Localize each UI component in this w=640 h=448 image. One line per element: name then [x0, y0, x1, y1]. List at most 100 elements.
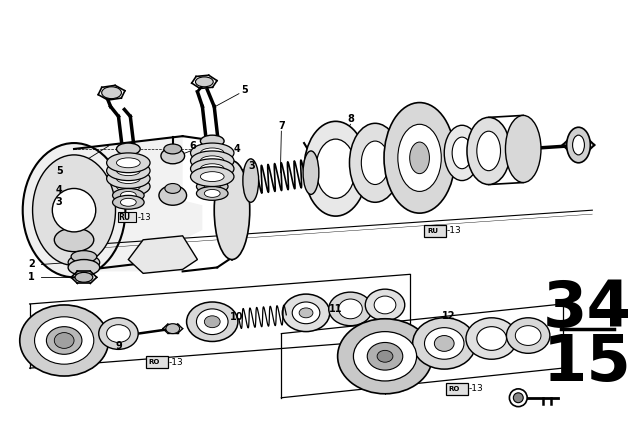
- Ellipse shape: [506, 116, 541, 182]
- Ellipse shape: [113, 189, 144, 202]
- Text: 34: 34: [543, 278, 632, 340]
- Ellipse shape: [46, 327, 82, 354]
- Ellipse shape: [413, 318, 476, 369]
- Text: 4: 4: [234, 144, 240, 154]
- Ellipse shape: [68, 259, 100, 276]
- Text: -13: -13: [447, 226, 461, 235]
- Ellipse shape: [113, 195, 144, 209]
- Circle shape: [509, 389, 527, 407]
- Ellipse shape: [477, 327, 506, 350]
- Ellipse shape: [204, 190, 220, 198]
- Ellipse shape: [566, 127, 590, 163]
- Ellipse shape: [107, 325, 131, 342]
- Ellipse shape: [75, 272, 93, 282]
- Ellipse shape: [195, 77, 213, 87]
- Ellipse shape: [339, 299, 362, 319]
- Ellipse shape: [54, 332, 74, 349]
- Text: 15: 15: [543, 332, 632, 394]
- Ellipse shape: [33, 155, 115, 266]
- Ellipse shape: [102, 87, 122, 99]
- Ellipse shape: [243, 159, 259, 202]
- Ellipse shape: [365, 289, 404, 321]
- Ellipse shape: [107, 177, 150, 196]
- Text: 5: 5: [241, 85, 248, 95]
- Ellipse shape: [200, 156, 224, 166]
- Ellipse shape: [191, 151, 234, 171]
- Ellipse shape: [187, 302, 238, 341]
- Ellipse shape: [435, 336, 454, 351]
- Ellipse shape: [99, 318, 138, 349]
- Ellipse shape: [165, 184, 180, 194]
- Ellipse shape: [573, 135, 584, 155]
- Ellipse shape: [116, 166, 140, 176]
- Bar: [424, 225, 446, 237]
- Text: 11: 11: [329, 304, 342, 314]
- Ellipse shape: [116, 143, 140, 155]
- Ellipse shape: [200, 148, 224, 158]
- Ellipse shape: [107, 169, 150, 189]
- Text: RU: RU: [427, 228, 438, 234]
- Polygon shape: [129, 236, 198, 273]
- Ellipse shape: [338, 319, 433, 394]
- Text: RU: RU: [118, 213, 131, 222]
- Ellipse shape: [116, 181, 140, 191]
- Ellipse shape: [424, 327, 464, 359]
- Ellipse shape: [20, 305, 109, 376]
- Ellipse shape: [353, 332, 417, 381]
- Ellipse shape: [107, 161, 150, 181]
- Ellipse shape: [377, 350, 393, 362]
- Ellipse shape: [191, 143, 234, 163]
- Ellipse shape: [200, 135, 224, 147]
- Ellipse shape: [116, 158, 140, 168]
- Ellipse shape: [120, 198, 136, 206]
- Circle shape: [52, 189, 96, 232]
- Text: RO: RO: [148, 359, 160, 365]
- Ellipse shape: [398, 124, 442, 191]
- Ellipse shape: [159, 185, 187, 205]
- Ellipse shape: [384, 103, 455, 213]
- Ellipse shape: [506, 318, 550, 353]
- Text: 2: 2: [28, 259, 35, 270]
- Ellipse shape: [200, 164, 224, 174]
- Text: 9: 9: [115, 341, 122, 351]
- Text: 5: 5: [56, 166, 63, 176]
- Ellipse shape: [196, 186, 228, 200]
- Text: RO: RO: [449, 386, 460, 392]
- Ellipse shape: [120, 191, 136, 199]
- Ellipse shape: [282, 294, 330, 332]
- Ellipse shape: [54, 228, 94, 252]
- Text: 8: 8: [347, 114, 354, 125]
- Ellipse shape: [444, 125, 480, 181]
- Ellipse shape: [303, 151, 319, 194]
- Polygon shape: [74, 136, 202, 271]
- Ellipse shape: [304, 121, 367, 216]
- Ellipse shape: [214, 161, 250, 259]
- Ellipse shape: [292, 302, 320, 324]
- Ellipse shape: [467, 117, 510, 185]
- Ellipse shape: [116, 174, 140, 184]
- Ellipse shape: [374, 296, 396, 314]
- Ellipse shape: [316, 139, 355, 198]
- Text: 1: 1: [28, 272, 35, 282]
- Ellipse shape: [362, 141, 389, 185]
- Ellipse shape: [196, 180, 228, 194]
- Text: 4: 4: [56, 185, 63, 195]
- Ellipse shape: [200, 172, 224, 181]
- Ellipse shape: [410, 142, 429, 174]
- Ellipse shape: [477, 131, 500, 171]
- Ellipse shape: [466, 318, 517, 359]
- Ellipse shape: [191, 167, 234, 186]
- Bar: [118, 212, 136, 222]
- Ellipse shape: [515, 326, 541, 345]
- Ellipse shape: [204, 316, 220, 327]
- Ellipse shape: [367, 342, 403, 370]
- Bar: [146, 356, 168, 368]
- Text: 12: 12: [442, 311, 456, 321]
- Text: 6: 6: [189, 141, 196, 151]
- Bar: [446, 383, 468, 395]
- Text: 10: 10: [230, 312, 244, 322]
- Ellipse shape: [452, 137, 472, 169]
- Text: -13: -13: [138, 213, 151, 222]
- Text: 7: 7: [278, 121, 285, 131]
- Ellipse shape: [299, 308, 313, 318]
